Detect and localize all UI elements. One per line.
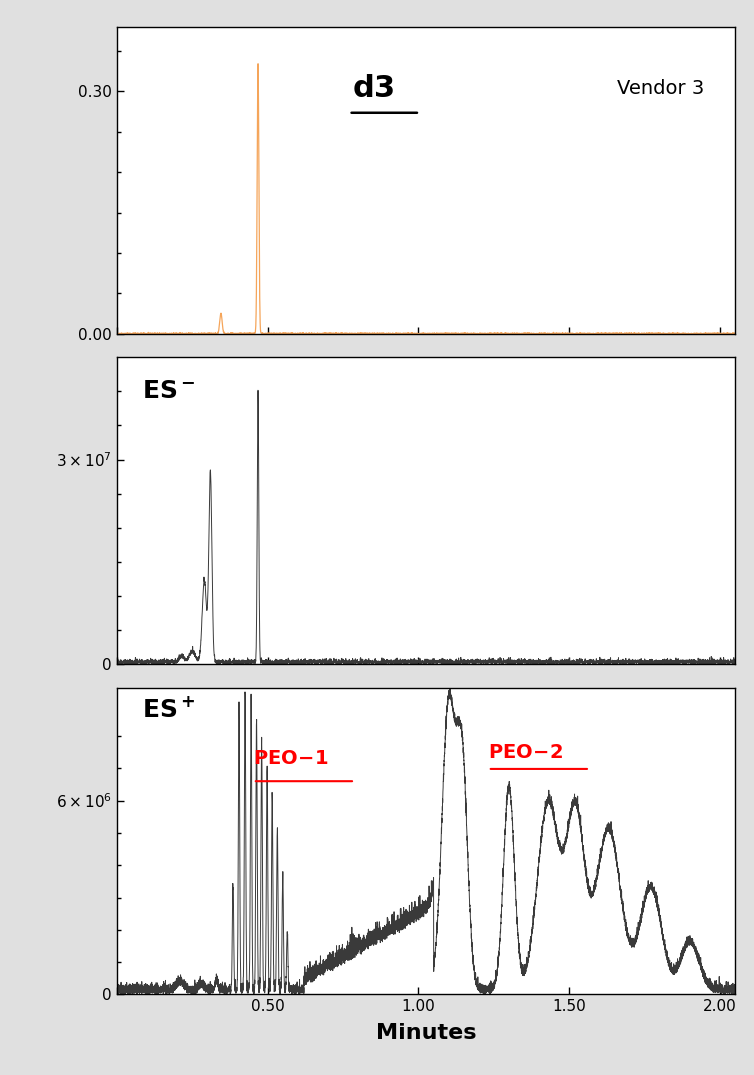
Text: $\mathbf{ES^+}$: $\mathbf{ES^+}$ [142,697,195,721]
Text: $\mathbf{PEO\!-\!1}$: $\mathbf{PEO\!-\!1}$ [253,749,329,768]
Text: Vendor 3: Vendor 3 [618,78,704,98]
Text: $\mathbf{ES^-}$: $\mathbf{ES^-}$ [142,378,195,403]
X-axis label: Minutes: Minutes [375,1022,477,1043]
Text: $\mathbf{d3}$: $\mathbf{d3}$ [352,74,394,103]
Text: $\mathbf{PEO\!-\!2}$: $\mathbf{PEO\!-\!2}$ [488,743,563,762]
